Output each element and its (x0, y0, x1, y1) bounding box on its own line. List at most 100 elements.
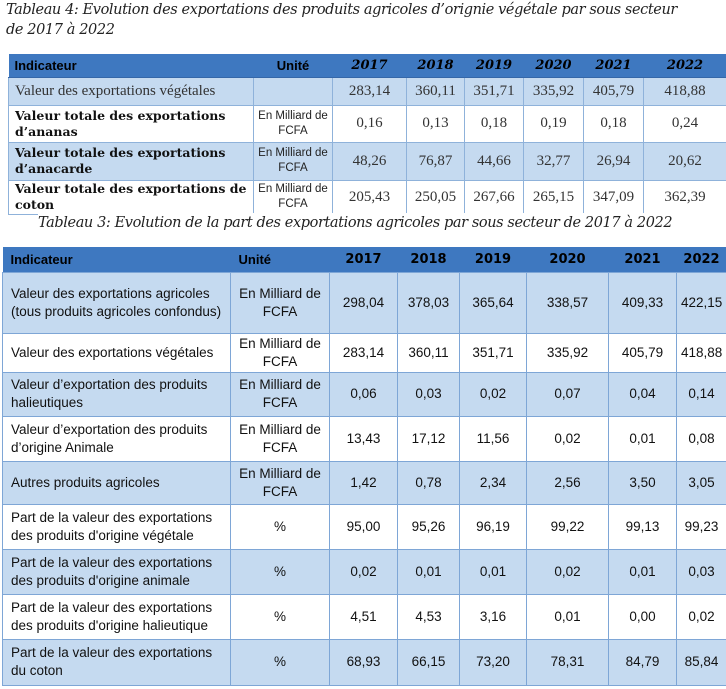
table-row: Valeur des exportations végétales En Mil… (2, 332, 726, 373)
value-cell: 76,87 (406, 141, 465, 181)
value-cell: 78,31 (526, 638, 609, 686)
value-cell: 73,20 (459, 638, 527, 686)
value-cell: 405,79 (583, 76, 644, 106)
indicator-cell: Valeur d’exportation des produits d’orig… (2, 415, 231, 462)
value-cell: 409,33 (608, 271, 677, 334)
unit-cell (253, 76, 333, 106)
value-cell: 365,64 (459, 271, 527, 334)
value-cell: 418,88 (643, 76, 726, 106)
value-cell: 2,34 (459, 460, 527, 505)
value-cell: 0,01 (459, 548, 527, 595)
unit-cell: En Milliard de FCFA (230, 271, 330, 334)
value-cell: 265,15 (523, 179, 584, 215)
value-cell: 68,93 (329, 638, 398, 686)
indicator-cell: Valeur totale des exportations d’ananas (8, 104, 254, 143)
value-cell: 3,05 (676, 460, 726, 505)
value-cell: 3,16 (459, 593, 527, 640)
table-row: Autres produits agricoles En Milliard de… (2, 460, 726, 505)
value-cell: 0,04 (608, 371, 677, 417)
value-cell: 0,01 (526, 593, 609, 640)
indicator-cell: Autres produits agricoles (2, 460, 231, 505)
value-cell: 66,15 (397, 638, 460, 686)
value-cell: 0,02 (459, 371, 527, 417)
value-cell: 0,08 (676, 415, 726, 462)
value-cell: 351,71 (459, 332, 527, 373)
value-cell: 405,79 (608, 332, 677, 373)
value-cell: 362,39 (643, 179, 726, 215)
value-cell: 205,43 (332, 179, 407, 215)
value-cell: 0,01 (608, 415, 677, 462)
value-cell: 85,84 (676, 638, 726, 686)
table4-caption-line1: Tableau 4: Evolution des exportations de… (6, 2, 677, 18)
header-unite: Unité (253, 54, 333, 78)
indicator-cell: Valeur des exportations végétales (2, 332, 231, 373)
value-cell: 0,01 (397, 548, 460, 595)
value-cell: 13,43 (329, 415, 398, 462)
unit-cell: En Milliard de FCFA (230, 415, 330, 462)
value-cell: 267,66 (464, 179, 524, 215)
value-cell: 418,88 (676, 332, 726, 373)
indicator-cell: Part de la valeur des exportations du co… (2, 638, 231, 686)
unit-cell: En Milliard de FCFA (253, 104, 333, 143)
value-cell: 4,51 (329, 593, 398, 640)
value-cell: 335,92 (526, 332, 609, 373)
indicator-cell: Valeur des exportations agricoles (tous … (2, 271, 231, 334)
header-unite: Unité (230, 247, 330, 272)
table3-caption: Tableau 3: Evolution de la part des expo… (38, 213, 726, 233)
value-cell: 283,14 (329, 332, 398, 373)
value-cell: 0,01 (608, 548, 677, 595)
value-cell: 0,78 (397, 460, 460, 505)
header-2019: 2019 (459, 247, 527, 272)
value-cell: 347,09 (583, 179, 644, 215)
header-2019: 2019 (464, 54, 524, 78)
header-2020: 2020 (526, 247, 609, 272)
value-cell: 99,22 (526, 503, 609, 550)
unit-cell: % (230, 638, 330, 686)
value-cell: 4,53 (397, 593, 460, 640)
header-2018: 2018 (397, 247, 460, 272)
value-cell: 0,24 (643, 104, 726, 143)
value-cell: 0,18 (464, 104, 524, 143)
indicator-cell: Part de la valeur des exportations des p… (2, 503, 231, 550)
value-cell: 0,18 (583, 104, 644, 143)
value-cell: 84,79 (608, 638, 677, 686)
value-cell: 32,77 (523, 141, 584, 181)
value-cell: 0,03 (397, 371, 460, 417)
table4: Indicateur Unité 2017 2018 2019 2020 202… (8, 54, 726, 215)
value-cell: 95,26 (397, 503, 460, 550)
table3-header-row: Indicateur Unité 2017 2018 2019 2020 202… (2, 247, 726, 272)
indicator-cell: Valeur d’exportation des produits halieu… (2, 371, 231, 417)
header-2022: 2022 (676, 247, 726, 272)
table-row: Valeur totale des exportations d’anacard… (8, 141, 726, 181)
value-cell: 17,12 (397, 415, 460, 462)
value-cell: 0,06 (329, 371, 398, 417)
table-row: Valeur totale des exportations de coton … (8, 179, 726, 215)
value-cell: 11,56 (459, 415, 527, 462)
value-cell: 0,13 (406, 104, 465, 143)
indicator-cell: Part de la valeur des exportations des p… (2, 548, 231, 595)
value-cell: 378,03 (397, 271, 460, 334)
unit-cell: En Milliard de FCFA (230, 460, 330, 505)
table-row: Part de la valeur des exportations des p… (2, 548, 726, 595)
value-cell: 3,50 (608, 460, 677, 505)
table-row: Valeur d’exportation des produits halieu… (2, 371, 726, 417)
value-cell: 1,42 (329, 460, 398, 505)
value-cell: 44,66 (464, 141, 524, 181)
value-cell: 0,07 (526, 371, 609, 417)
unit-cell: En Milliard de FCFA (230, 332, 330, 373)
header-2021: 2021 (583, 54, 644, 78)
header-indicateur: Indicateur (8, 54, 254, 78)
indicator-cell: Valeur totale des exportations d’anacard… (8, 141, 254, 181)
header-2017: 2017 (329, 247, 398, 272)
value-cell: 0,02 (676, 593, 726, 640)
value-cell: 250,05 (406, 179, 465, 215)
value-cell: 0,14 (676, 371, 726, 417)
header-indicateur: Indicateur (2, 247, 231, 272)
value-cell: 0,02 (526, 415, 609, 462)
indicator-cell: Valeur totale des exportations de coton (8, 179, 254, 215)
value-cell: 96,19 (459, 503, 527, 550)
value-cell: 422,15 (676, 271, 726, 334)
table4-header-row: Indicateur Unité 2017 2018 2019 2020 202… (8, 54, 726, 78)
value-cell: 338,57 (526, 271, 609, 334)
indicator-cell: Valeur des exportations végétales (8, 76, 254, 106)
